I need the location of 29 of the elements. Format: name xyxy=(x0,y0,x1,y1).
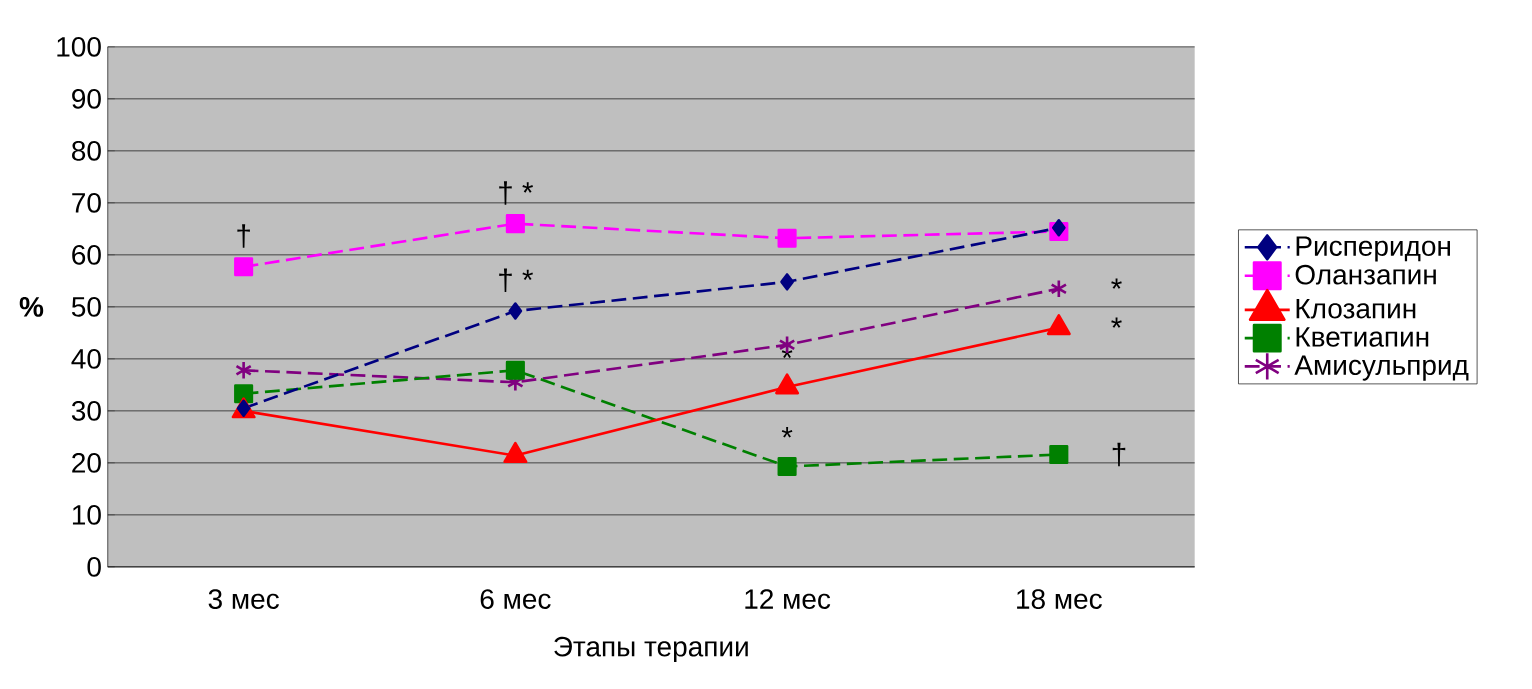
y-tick-label: 70 xyxy=(72,193,101,213)
y-tick-label: 40 xyxy=(71,349,101,369)
annotation: † * xyxy=(499,268,533,293)
y-tick-label: 0 xyxy=(87,557,101,577)
legend-label: Оланзапин xyxy=(1295,264,1436,285)
annotation: † * xyxy=(499,181,533,205)
x-tick-label: 12 мес xyxy=(745,589,831,610)
legend-label: Амисульприд xyxy=(1294,355,1469,381)
legend-label: Клозапин xyxy=(1296,299,1416,319)
y-tick-label: 30 xyxy=(71,401,101,421)
x-tick-label: 18 мес xyxy=(1017,589,1102,610)
legend-label: Кветиапин xyxy=(1296,327,1429,347)
y-tick-label: 90 xyxy=(72,89,101,109)
y-tick-label: 20 xyxy=(72,453,101,473)
y-tick-label: 80 xyxy=(72,141,101,161)
annotation: * xyxy=(1111,278,1122,290)
annotation: † xyxy=(237,224,250,248)
annotation: † xyxy=(1112,442,1126,467)
legend-label: Рисперидон xyxy=(1296,236,1450,262)
annotation: * xyxy=(1111,317,1122,329)
x-tick-label: 3 мес xyxy=(208,589,279,610)
y-tick-label: 10 xyxy=(72,505,101,525)
y-tick-label: 60 xyxy=(72,245,101,265)
annotation: * xyxy=(781,427,793,438)
x-axis-title: Этапы терапии xyxy=(554,636,748,663)
x-tick-label: 6 мес xyxy=(480,589,551,610)
y-tick-label: 100 xyxy=(57,37,101,57)
y-axis-title: % xyxy=(19,297,44,317)
y-tick-label: 50 xyxy=(71,297,101,317)
